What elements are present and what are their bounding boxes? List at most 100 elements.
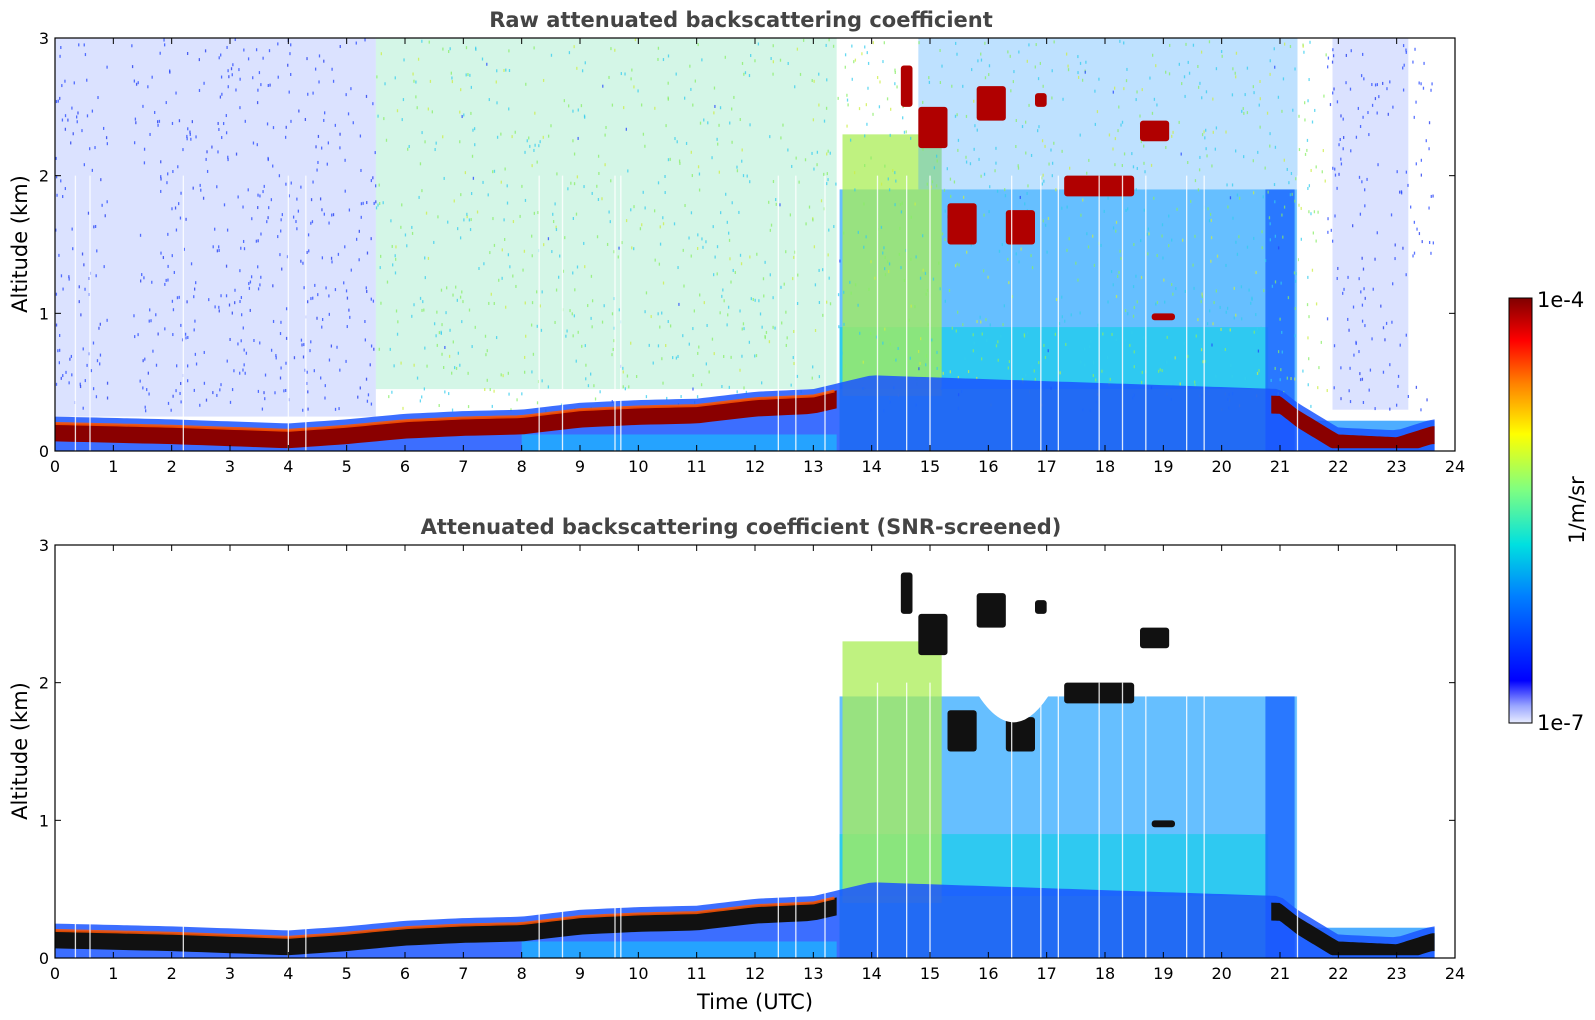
screened-mask-notch xyxy=(970,641,1053,723)
x-tick-label: 11 xyxy=(686,457,706,476)
boundary-layer-fringe xyxy=(54,896,835,939)
y-tick-label: 1 xyxy=(39,304,49,323)
elevated-layer xyxy=(1140,627,1170,649)
ylabel-raw: Altitude (km) xyxy=(8,175,32,313)
axis-ticks-screened: 0 1 2 3 4 5 6 7 8 9 10 11 12 13 14 15 16 17 18 19 20 21 22 23 24… xyxy=(39,536,1465,983)
elevated-layer xyxy=(1005,210,1035,245)
heatmap-raw xyxy=(54,38,1435,451)
x-tick-label: 15 xyxy=(920,964,940,983)
elevated-layer xyxy=(1151,820,1175,828)
axis-ticks-raw: 0 1 2 3 4 5 6 7 8 9 10 11 12 13 14 15 16 17 18 19 20 21 22 23 24… xyxy=(39,29,1465,476)
region-noise-afternoon xyxy=(918,38,1298,190)
elevated-layer xyxy=(918,613,948,656)
x-tick-label: 11 xyxy=(686,964,706,983)
x-tick-label: 0 xyxy=(50,457,60,476)
elevated-layer xyxy=(1140,120,1170,142)
x-tick-label: 18 xyxy=(1095,457,1115,476)
x-tick-label: 2 xyxy=(167,457,177,476)
elevated-layer xyxy=(1151,313,1175,321)
colorbar-min-label: 1e-7 xyxy=(1537,711,1584,735)
elevated-layer xyxy=(918,106,948,149)
region-noise-day xyxy=(375,38,837,390)
xlabel-time: Time (UTC) xyxy=(696,990,813,1014)
x-tick-label: 7 xyxy=(458,964,468,983)
x-tick-label: 8 xyxy=(517,964,527,983)
noise-speckle xyxy=(55,38,1434,413)
boundary-layer-core-evening xyxy=(1271,902,1435,956)
x-tick-label: 22 xyxy=(1328,964,1348,983)
x-tick-label: 14 xyxy=(861,457,881,476)
x-tick-label: 3 xyxy=(225,964,235,983)
x-tick-label: 17 xyxy=(1036,964,1056,983)
elevated-layer xyxy=(1035,600,1047,614)
colorbar-unit-label: 1/m/sr xyxy=(1565,476,1589,544)
x-tick-label: 1 xyxy=(108,964,118,983)
x-tick-label: 13 xyxy=(803,964,823,983)
heatmap-screened xyxy=(54,572,1435,958)
surface-layer xyxy=(521,434,837,451)
region-plume xyxy=(842,641,942,903)
x-tick-label: 8 xyxy=(517,457,527,476)
x-tick-label: 5 xyxy=(342,457,352,476)
x-tick-label: 17 xyxy=(1036,457,1056,476)
x-tick-label: 18 xyxy=(1095,964,1115,983)
x-tick-label: 14 xyxy=(861,964,881,983)
x-tick-label: 5 xyxy=(342,964,352,983)
x-tick-label: 6 xyxy=(400,964,410,983)
x-tick-label: 20 xyxy=(1211,457,1231,476)
elevated-layer xyxy=(976,86,1006,121)
x-tick-label: 19 xyxy=(1153,457,1173,476)
y-tick-label: 2 xyxy=(39,167,49,186)
x-tick-label: 0 xyxy=(50,964,60,983)
elevated-layer xyxy=(900,65,913,107)
elevated-layer xyxy=(947,710,977,752)
x-tick-label: 7 xyxy=(458,457,468,476)
x-tick-label: 12 xyxy=(745,457,765,476)
elevated-layer xyxy=(1005,717,1035,752)
x-tick-label: 4 xyxy=(283,457,293,476)
x-tick-label: 6 xyxy=(400,457,410,476)
x-tick-label: 22 xyxy=(1328,457,1348,476)
region-noise-night xyxy=(55,38,376,417)
colorbar: 1e-4 1e-7 1/m/sr xyxy=(1508,288,1589,735)
panel-title-screened: Attenuated backscattering coefficient (S… xyxy=(421,515,1062,539)
panel-screened: Attenuated backscattering coefficient (S… xyxy=(8,515,1465,1014)
x-tick-label: 21 xyxy=(1270,457,1290,476)
y-tick-label: 2 xyxy=(39,674,49,693)
colorbar-max-label: 1e-4 xyxy=(1537,288,1584,312)
x-tick-label: 1 xyxy=(108,457,118,476)
y-tick-label: 0 xyxy=(39,949,49,968)
elevated-layer xyxy=(900,572,913,614)
x-tick-label: 16 xyxy=(978,457,998,476)
x-tick-label: 9 xyxy=(575,457,585,476)
x-tick-label: 10 xyxy=(628,457,648,476)
elevated-layer xyxy=(1035,93,1047,107)
x-tick-label: 12 xyxy=(745,964,765,983)
x-tick-label: 24 xyxy=(1445,964,1465,983)
boundary-layer-core-evening xyxy=(1271,395,1435,449)
y-tick-label: 3 xyxy=(39,536,49,555)
y-tick-label: 0 xyxy=(39,442,49,461)
panel-raw: Raw attenuated backscattering coefficien… xyxy=(8,8,1465,476)
x-tick-label: 2 xyxy=(167,964,177,983)
region-noise-late xyxy=(1332,38,1409,410)
y-tick-label: 1 xyxy=(39,811,49,830)
boundary-layer-fringe xyxy=(54,389,835,432)
x-tick-label: 21 xyxy=(1270,964,1290,983)
x-tick-label: 3 xyxy=(225,457,235,476)
x-tick-label: 15 xyxy=(920,457,940,476)
x-tick-label: 16 xyxy=(978,964,998,983)
x-tick-label: 23 xyxy=(1386,457,1406,476)
x-tick-label: 9 xyxy=(575,964,585,983)
x-tick-label: 20 xyxy=(1211,964,1231,983)
elevated-layer xyxy=(947,203,977,245)
y-tick-label: 3 xyxy=(39,29,49,48)
ylabel-screened: Altitude (km) xyxy=(8,682,32,820)
elevated-layer xyxy=(976,593,1006,628)
colorbar-gradient xyxy=(1508,297,1533,724)
x-tick-label: 13 xyxy=(803,457,823,476)
x-tick-label: 4 xyxy=(283,964,293,983)
x-tick-label: 24 xyxy=(1445,457,1465,476)
